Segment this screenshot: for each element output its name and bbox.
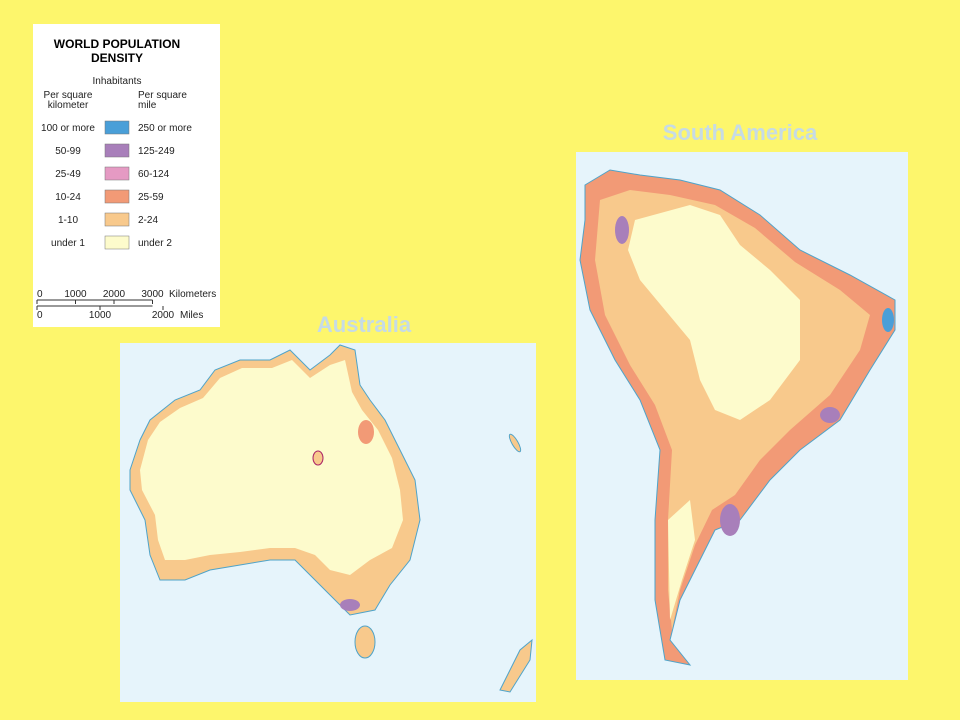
legend-km: 1-10 xyxy=(58,215,78,226)
legend-col-km: kilometer xyxy=(48,100,89,111)
scale-label: 0 xyxy=(37,289,43,300)
legend-swatch xyxy=(104,212,130,227)
legend-km: 10-24 xyxy=(55,192,81,203)
legend-swatch xyxy=(104,189,130,204)
scale-label: 1000 xyxy=(89,310,112,321)
scale-unit: Kilometers xyxy=(169,289,216,300)
legend-mi: 25-59 xyxy=(138,192,164,203)
density-patch xyxy=(340,599,360,611)
scale-label: 2000 xyxy=(152,310,175,321)
scale-label: 0 xyxy=(37,310,43,321)
legend-km: under 1 xyxy=(51,238,85,249)
legend-rows: 100 or more 250 or more 50-99 125-249 25-49 6… xyxy=(41,120,192,250)
legend-swatch xyxy=(104,235,130,250)
legend-title-2: DENSITY xyxy=(91,51,143,65)
density-patch xyxy=(312,450,324,466)
legend-swatch xyxy=(104,166,130,181)
density-patch xyxy=(358,420,374,444)
sparse-zone xyxy=(628,205,800,420)
legend-km: 50-99 xyxy=(55,146,81,157)
legend-col-mi: Per square xyxy=(138,90,187,101)
scale-label: 2000 xyxy=(103,289,126,300)
legend-km: 100 or more xyxy=(41,123,95,134)
legend-mi: under 2 xyxy=(138,238,172,249)
scale-unit: Miles xyxy=(180,310,203,321)
sparse-zone xyxy=(668,500,695,620)
australia-sparse xyxy=(140,360,403,575)
legend-km: 25-49 xyxy=(55,169,81,180)
map-title: Australia xyxy=(317,312,412,337)
island xyxy=(508,433,522,453)
density-patch xyxy=(615,216,629,244)
legend-col-km: Per square xyxy=(44,90,93,101)
legend-mi: 2-24 xyxy=(138,215,158,226)
map-title: South America xyxy=(663,120,818,145)
legend-mi: 125-249 xyxy=(138,146,175,157)
scale-label: 1000 xyxy=(64,289,87,300)
tasmania xyxy=(354,625,376,659)
new-zealand xyxy=(499,638,533,693)
legend-swatch xyxy=(104,143,130,158)
legend-mi: 60-124 xyxy=(138,169,170,180)
scale-label: 3000 xyxy=(141,289,164,300)
density-patch xyxy=(720,504,740,536)
legend-mi: 250 or more xyxy=(138,123,192,134)
scale-bar: 0 1000 2000 3000 Kilometers 0 1000 2000 Miles xyxy=(36,289,216,321)
legend-subtitle: Inhabitants xyxy=(93,76,142,87)
density-patch xyxy=(820,407,840,423)
legend-col-mi: mile xyxy=(138,100,157,111)
legend-swatch xyxy=(104,120,130,135)
density-patch xyxy=(882,308,894,332)
legend-title-1: WORLD POPULATION xyxy=(54,37,180,51)
